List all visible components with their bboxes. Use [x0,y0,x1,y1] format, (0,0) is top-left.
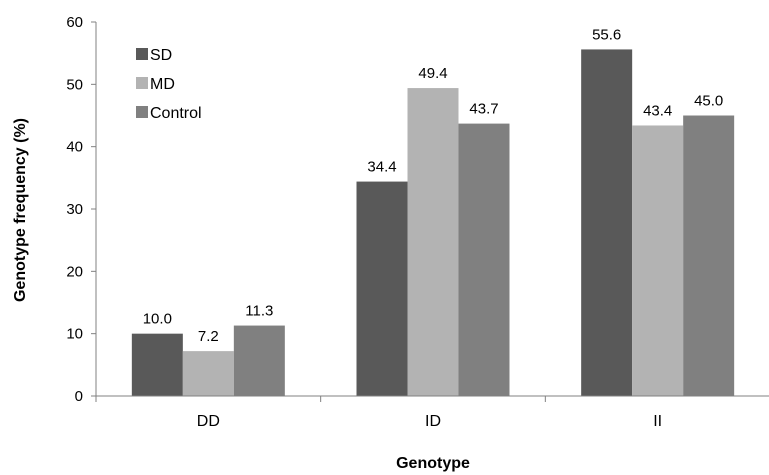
x-tick-label: ID [425,413,441,430]
y-tick-label: 10 [66,326,83,343]
y-tick-label: 20 [66,263,83,280]
x-axis: DD ID II [95,395,769,430]
legend-swatch [136,48,148,60]
bar-sd-dd [131,333,183,396]
bar-md-ii [632,125,684,397]
y-tick-label: 50 [66,76,83,93]
bar-md-id [407,88,459,396]
y-tick-label: 60 [66,14,83,31]
legend-swatch [136,106,148,118]
data-label: 11.3 [245,303,273,320]
bar-sd-id [356,181,408,396]
bar-control-dd [233,325,285,396]
data-label: 49.4 [418,65,447,82]
bar-sd-ii [581,49,633,396]
y-axis-title: Genotype frequency (%) [12,118,29,302]
bar-control-ii [683,115,735,396]
data-label: 10.0 [143,311,172,328]
y-tick-label: 30 [66,201,83,218]
legend-swatch [136,77,148,89]
y-axis: 0 10 20 30 40 50 60 [66,14,97,405]
data-label: 7.2 [198,328,219,345]
x-tick-label: II [653,413,662,430]
data-label: 43.4 [643,102,672,119]
x-tick-label: DD [197,413,220,430]
data-label: 43.7 [469,101,498,118]
bar-md-dd [182,351,234,396]
bar-control-id [458,123,510,396]
data-label: 45.0 [694,93,723,110]
data-label: 34.4 [367,159,396,176]
legend-label: MD [150,76,175,93]
x-axis-title: Genotype [396,455,470,472]
data-labels-group: 10.0 7.2 11.3 34.4 49.4 43.7 55.6 43.4 45.0 [143,26,724,345]
y-tick-label: 0 [75,388,83,405]
legend: SD MD Control [136,47,202,122]
legend-label: SD [150,47,172,64]
legend-label: Control [150,105,202,122]
bars-group [131,49,735,397]
data-label: 55.6 [592,26,621,43]
y-tick-label: 40 [66,139,83,156]
